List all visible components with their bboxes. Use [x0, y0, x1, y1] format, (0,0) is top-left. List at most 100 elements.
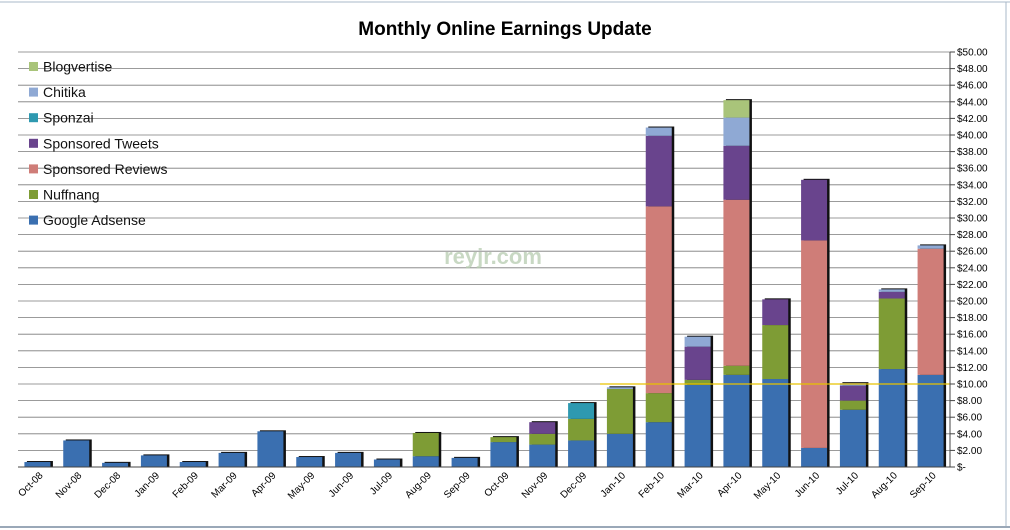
- bar-segment: [645, 422, 672, 467]
- bar-segment: [529, 433, 556, 445]
- legend-label: Blogvertise: [43, 59, 112, 75]
- y-tick-label: $32.00: [957, 197, 988, 208]
- bar-segment: [257, 431, 284, 467]
- legend-swatch: [29, 62, 38, 71]
- bars-layer: [24, 99, 947, 467]
- bar-segment: [801, 179, 828, 241]
- bar-segment: [63, 440, 90, 467]
- y-tick-label: $8.00: [957, 396, 982, 407]
- y-tick-label: $30.00: [957, 214, 988, 225]
- bar-segment: [839, 409, 866, 467]
- bar-segment: [451, 457, 478, 467]
- legend-swatch: [29, 190, 38, 199]
- bar-segment: [723, 100, 750, 118]
- y-tick-label: $16.00: [957, 330, 988, 341]
- bar-segment: [606, 387, 633, 389]
- bar-segment: [568, 440, 595, 467]
- bar-segment: [684, 336, 711, 347]
- bar-segment: [490, 437, 517, 443]
- y-tick-label: $14.00: [957, 346, 988, 357]
- y-tick-label: $2.00: [957, 446, 982, 457]
- y-tick-label: $34.00: [957, 180, 988, 191]
- watermark-text: reyjr.com: [444, 244, 542, 269]
- y-tick-label: $26.00: [957, 247, 988, 258]
- bar-segment: [373, 459, 400, 467]
- bar-segment: [412, 432, 439, 457]
- bar-segment: [723, 117, 750, 146]
- y-tick-label: $28.00: [957, 230, 988, 241]
- legend-label: Google Adsense: [43, 212, 146, 228]
- bar-segment: [917, 248, 944, 375]
- bar-segment: [684, 346, 711, 380]
- bar-segment: [684, 384, 711, 467]
- bar-segment: [645, 135, 672, 207]
- legend-swatch: [29, 113, 38, 123]
- bar-segment: [839, 400, 866, 410]
- y-tick-label: $18.00: [957, 313, 988, 324]
- y-tick-label: $48.00: [957, 64, 988, 75]
- bar-segment: [606, 388, 633, 434]
- bar-segment: [606, 433, 633, 467]
- y-tick-label: $6.00: [957, 413, 982, 424]
- y-tick-label: $22.00: [957, 280, 988, 291]
- bar-segment: [801, 447, 828, 467]
- y-tick-label: $4.00: [957, 429, 982, 440]
- bar-segment: [140, 455, 167, 467]
- bar-segment: [529, 444, 556, 467]
- bar-segment: [179, 462, 206, 467]
- bar-segment: [723, 145, 750, 200]
- bar-segment: [684, 379, 711, 385]
- legend-label: Sponzai: [43, 110, 94, 126]
- legend-label: Sponsored Tweets: [43, 135, 159, 151]
- y-tick-label: $12.00: [957, 363, 988, 374]
- legend-swatch: [29, 87, 38, 97]
- bar-segment: [412, 456, 439, 467]
- bar-segment: [917, 374, 944, 467]
- y-tick-label: $38.00: [957, 147, 988, 158]
- legend-label: Chitika: [43, 84, 86, 100]
- bar-segment: [762, 379, 789, 467]
- bar-segment: [801, 240, 828, 448]
- y-tick-label: $40.00: [957, 131, 988, 142]
- watermark-layer: reyjr.com: [444, 244, 542, 269]
- bar-segment: [723, 199, 750, 366]
- bar-segment: [568, 403, 595, 419]
- legend: Blogvertise Chitika Sponzai Sponsored Tweet…: [29, 59, 168, 228]
- bar-segment: [723, 374, 750, 467]
- chart-title: Monthly Online Earnings Update: [358, 19, 651, 40]
- bar-segment: [878, 289, 905, 292]
- y-tick-label: $46.00: [957, 81, 988, 92]
- bar-segment: [878, 369, 905, 467]
- bar-segment: [762, 299, 789, 326]
- grid-layer: [18, 51, 950, 468]
- legend-label: Sponsored Reviews: [43, 161, 168, 177]
- bar-segment: [762, 325, 789, 380]
- y-tick-label: $20.00: [957, 297, 988, 308]
- legend-swatch: [29, 215, 38, 225]
- bar-segment: [917, 245, 944, 249]
- y-tick-label: $36.00: [957, 164, 988, 175]
- bar-segment: [878, 291, 905, 299]
- bar-segment: [878, 298, 905, 370]
- y-tick-label: $44.00: [957, 97, 988, 108]
- y-tick-label: $42.00: [957, 114, 988, 125]
- bar-segment: [218, 452, 245, 467]
- bar-segment: [335, 452, 362, 467]
- bar-segment: [839, 385, 866, 401]
- y-tick-label: $-: [957, 463, 966, 474]
- bar-segment: [296, 457, 323, 467]
- legend-swatch: [29, 164, 38, 174]
- bar-segment: [645, 127, 672, 136]
- bar-segment: [568, 418, 595, 441]
- bar-segment: [645, 393, 672, 423]
- bar-segment: [24, 462, 51, 467]
- bar-segment: [723, 365, 750, 375]
- legend-swatch: [29, 138, 38, 148]
- bar-segment: [102, 462, 129, 467]
- bar-segment: [529, 422, 556, 434]
- y-tick-label: $50.00: [957, 48, 988, 59]
- y-tick-label: $10.00: [957, 380, 988, 391]
- bar-segment: [645, 206, 672, 394]
